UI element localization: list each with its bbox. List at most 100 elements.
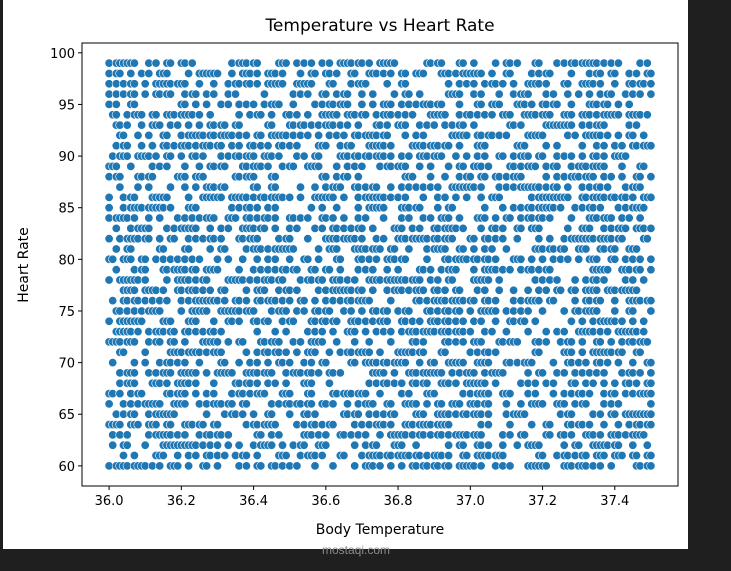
scatter-point [184, 69, 194, 79]
scatter-point [386, 69, 396, 79]
scatter-point [595, 69, 605, 79]
scatter-point [115, 420, 125, 430]
scatter-point [418, 347, 428, 357]
scatter-point [205, 285, 215, 295]
scatter-point [267, 368, 277, 378]
scatter-point [263, 316, 273, 326]
scatter-point [386, 141, 396, 151]
scatter-point [462, 151, 472, 161]
scatter-point [155, 306, 165, 316]
scatter-point [491, 254, 501, 264]
scatter-point [635, 172, 645, 182]
scatter-point [277, 69, 287, 79]
scatter-point [465, 172, 475, 182]
scatter-point [184, 192, 194, 202]
scatter-point [238, 254, 248, 264]
scatter-point [646, 450, 656, 460]
scatter-point [180, 337, 190, 347]
scatter-point [129, 213, 139, 223]
scatter-point [451, 192, 461, 202]
scatter-point [613, 420, 623, 430]
scatter-point [389, 368, 399, 378]
scatter-point [162, 130, 172, 140]
scatter-point [458, 120, 468, 130]
scatter-point [458, 337, 468, 347]
scatter-point [277, 440, 287, 450]
scatter-point [209, 316, 219, 326]
scatter-point [436, 99, 446, 109]
scatter-point [458, 358, 468, 368]
scatter-point [566, 347, 576, 357]
scatter-point [610, 409, 620, 419]
scatter-point [270, 327, 280, 337]
scatter-point [220, 244, 230, 254]
scatter-point [216, 327, 226, 337]
scatter-point [213, 420, 223, 430]
scatter-point [104, 399, 114, 409]
scatter-point [483, 275, 493, 285]
scatter-point [368, 89, 378, 99]
scatter-point [537, 151, 547, 161]
scatter-point [303, 234, 313, 244]
scatter-point [256, 430, 266, 440]
x-tick-label: 36.8 [384, 494, 413, 509]
scatter-point [444, 440, 454, 450]
scatter-point [415, 161, 425, 171]
scatter-point [592, 285, 602, 295]
scatter-point [646, 79, 656, 89]
scatter-point [548, 89, 558, 99]
scatter-point [281, 450, 291, 460]
scatter-point [129, 409, 139, 419]
scatter-point [249, 151, 259, 161]
scatter-point [563, 79, 573, 89]
scatter-point [295, 192, 305, 202]
scatter-point [285, 296, 295, 306]
scatter-point [552, 141, 562, 151]
scatter-point [642, 234, 652, 244]
scatter-point [111, 110, 121, 120]
scatter-point [270, 213, 280, 223]
scatter-point [400, 120, 410, 130]
scatter-point [541, 337, 551, 347]
scatter-point [494, 89, 504, 99]
scatter-point [382, 306, 392, 316]
scatter-point [241, 461, 251, 471]
scatter-point [397, 223, 407, 233]
scatter-point [592, 306, 602, 316]
scatter-point [570, 285, 580, 295]
scatter-point [213, 69, 223, 79]
y-tick-label: 60 [58, 460, 75, 475]
scatter-point [274, 151, 284, 161]
scatter-point [281, 306, 291, 316]
scatter-point [454, 399, 464, 409]
scatter-point [556, 285, 566, 295]
scatter-point [249, 306, 259, 316]
scatter-point [317, 223, 327, 233]
scatter-point [137, 120, 147, 130]
scatter-point [639, 130, 649, 140]
scatter-point [184, 244, 194, 254]
scatter-point [205, 244, 215, 254]
scatter-point [108, 358, 118, 368]
scatter-point [144, 69, 154, 79]
scatter-point [505, 430, 515, 440]
scatter-point [418, 69, 428, 79]
scatter-point [140, 347, 150, 357]
scatter-point [628, 130, 638, 140]
scatter-point [220, 161, 230, 171]
scatter-point [314, 130, 324, 140]
scatter-point [364, 296, 374, 306]
x-axis-label: Body Temperature [316, 522, 444, 538]
scatter-point [202, 409, 212, 419]
scatter-point [436, 151, 446, 161]
scatter-point [234, 316, 244, 326]
scatter-point [570, 378, 580, 388]
scatter-point [191, 450, 201, 460]
scatter-point [635, 368, 645, 378]
scatter-point [213, 337, 223, 347]
scatter-point [454, 89, 464, 99]
scatter-point [191, 99, 201, 109]
scatter-point [458, 223, 468, 233]
scatter-point [223, 254, 233, 264]
scatter-point [332, 244, 342, 254]
